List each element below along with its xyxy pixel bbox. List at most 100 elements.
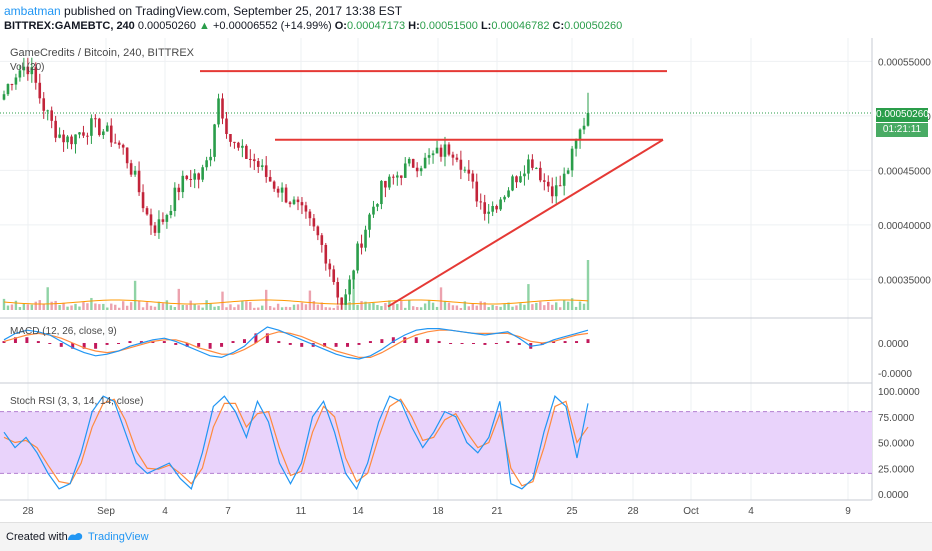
candle-body	[312, 218, 316, 227]
volume-bar	[26, 304, 30, 310]
volume-bar	[487, 307, 490, 310]
volume-bar	[503, 304, 506, 310]
volume-bar	[495, 305, 498, 310]
author-link[interactable]: ambatman	[4, 4, 61, 18]
candle-body	[177, 187, 181, 193]
volume-bar	[18, 307, 22, 310]
candle-body	[62, 134, 65, 143]
tradingview-logo-icon	[67, 533, 83, 540]
volume-bar	[300, 302, 304, 310]
macd-histogram-bar	[13, 337, 17, 343]
time-axis-label: 4	[748, 506, 754, 517]
volume-bar	[491, 304, 494, 310]
volume-bar	[50, 301, 53, 310]
volume-bar	[145, 302, 149, 310]
volume-bar	[320, 302, 324, 310]
volume-bar	[570, 298, 574, 310]
volume-bar	[245, 301, 248, 310]
volume-bar	[114, 304, 117, 310]
volume-bar	[157, 301, 161, 310]
volume-bar	[308, 290, 312, 310]
candle-body	[352, 270, 355, 280]
candle-body	[344, 294, 347, 305]
candle-body	[86, 135, 89, 137]
volume-bar	[173, 307, 177, 310]
candle-body	[145, 208, 149, 215]
volume-bar	[249, 301, 252, 310]
macd-histogram-bar	[94, 343, 98, 349]
candle-body	[46, 110, 50, 112]
volume-bar	[467, 306, 471, 310]
stoch-rsi-band	[0, 411, 872, 474]
macd-histogram-bar	[357, 343, 361, 345]
macd-histogram-bar	[71, 343, 75, 349]
volume-bar	[86, 303, 89, 310]
volume-bar	[2, 298, 6, 310]
candle-body	[105, 125, 109, 132]
candle-body	[129, 163, 133, 175]
candle-body	[574, 140, 578, 149]
candle-body	[284, 187, 288, 203]
volume-bar	[42, 304, 45, 310]
candle-body	[435, 147, 439, 154]
macd-histogram-bar	[265, 333, 269, 343]
candle-body	[185, 175, 189, 179]
volume-bar	[447, 302, 451, 310]
volume-bar	[177, 288, 181, 310]
macd-histogram-bar	[300, 343, 304, 347]
high-value: 0.00051500	[419, 20, 478, 32]
volume-bar	[316, 304, 320, 310]
candle-body	[205, 160, 208, 168]
macd-histogram-bar	[437, 341, 441, 343]
candle-body	[499, 199, 502, 210]
trendlines[interactable]	[200, 70, 667, 308]
volume-bar	[161, 303, 165, 310]
time-axis-label: 18	[432, 506, 444, 517]
candle-body	[356, 243, 359, 271]
volume-bar	[54, 300, 57, 310]
volume-bar	[463, 301, 467, 310]
time-axis-label: 14	[352, 506, 364, 517]
footer: Created with TradingView	[0, 522, 932, 551]
candle-body	[364, 229, 367, 248]
volume-bar	[459, 307, 463, 310]
candle-body	[14, 77, 18, 85]
volume-bar	[102, 303, 105, 310]
candle-body	[562, 173, 566, 186]
stoch-rsi-axis-label: 25.0000	[878, 464, 915, 475]
candle-body	[82, 132, 85, 136]
candle-body	[411, 158, 415, 168]
tradingview-link[interactable]: TradingView	[88, 531, 149, 543]
candle-body	[523, 173, 526, 177]
macd-histogram-bar	[506, 341, 510, 343]
macd-axis-label: 0.0000	[878, 339, 909, 350]
time-axis-label: 9	[845, 506, 851, 517]
stoch-rsi-label: Stoch RSI (3, 3, 14, 14, close)	[10, 396, 143, 407]
volume-bar	[209, 303, 212, 310]
macd-signal-line	[3, 329, 589, 358]
macd-histogram-bar	[197, 343, 201, 347]
volume-bar	[237, 304, 240, 310]
candle-body	[256, 161, 260, 167]
candle-body	[296, 199, 300, 203]
low-value: 0.00046782	[491, 20, 550, 32]
volume-bar	[82, 302, 85, 310]
macd-histogram-bar	[586, 339, 590, 343]
volume-bar	[400, 301, 403, 310]
volume-bar	[137, 300, 141, 310]
candle-body	[169, 210, 173, 216]
volume-bar	[38, 300, 41, 310]
volume-bar	[455, 305, 459, 310]
candle-body	[66, 136, 69, 143]
volume-bar	[78, 306, 81, 310]
volume-bar	[241, 301, 244, 310]
volume-bar	[296, 304, 300, 310]
candle-body	[582, 125, 586, 130]
macd-panel	[2, 326, 590, 360]
candle-body	[388, 176, 391, 188]
candle-body	[304, 205, 308, 212]
macd-histogram-bar	[460, 343, 464, 344]
volume-bar	[423, 303, 427, 310]
price-axis-label: 0.00055000	[878, 57, 931, 68]
